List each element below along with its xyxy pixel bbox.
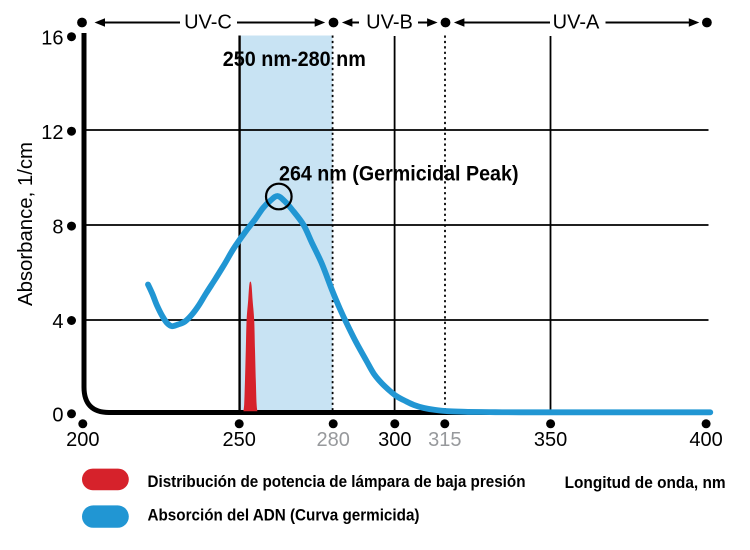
svg-text:UV-B: UV-B — [366, 12, 413, 34]
svg-text:250 nm-280 nm: 250 nm-280 nm — [223, 48, 366, 71]
svg-text:Absorbance, 1/cm: Absorbance, 1/cm — [15, 142, 37, 306]
svg-text:12: 12 — [41, 122, 63, 144]
svg-text:4: 4 — [52, 311, 63, 333]
svg-text:250: 250 — [223, 429, 256, 451]
svg-text:Longitud de onda, nm: Longitud de onda, nm — [565, 473, 726, 492]
svg-text:8: 8 — [52, 217, 63, 239]
svg-text:264 nm (Germicidal Peak): 264 nm (Germicidal Peak) — [279, 163, 519, 186]
svg-text:16: 16 — [41, 28, 63, 50]
svg-text:UV-A: UV-A — [553, 12, 600, 34]
svg-text:0: 0 — [52, 404, 63, 426]
svg-text:350: 350 — [534, 429, 567, 451]
svg-text:Absorción del ADN (Curva germi: Absorción del ADN (Curva germicida) — [148, 506, 420, 525]
svg-text:315: 315 — [428, 429, 461, 451]
svg-text:UV-C: UV-C — [184, 12, 232, 34]
svg-text:300: 300 — [378, 429, 411, 451]
svg-text:200: 200 — [66, 429, 99, 451]
svg-text:400: 400 — [689, 429, 722, 451]
svg-text:280: 280 — [317, 429, 350, 451]
svg-text:Distribución de potencia de lá: Distribución de potencia de lámpara de b… — [148, 472, 526, 491]
